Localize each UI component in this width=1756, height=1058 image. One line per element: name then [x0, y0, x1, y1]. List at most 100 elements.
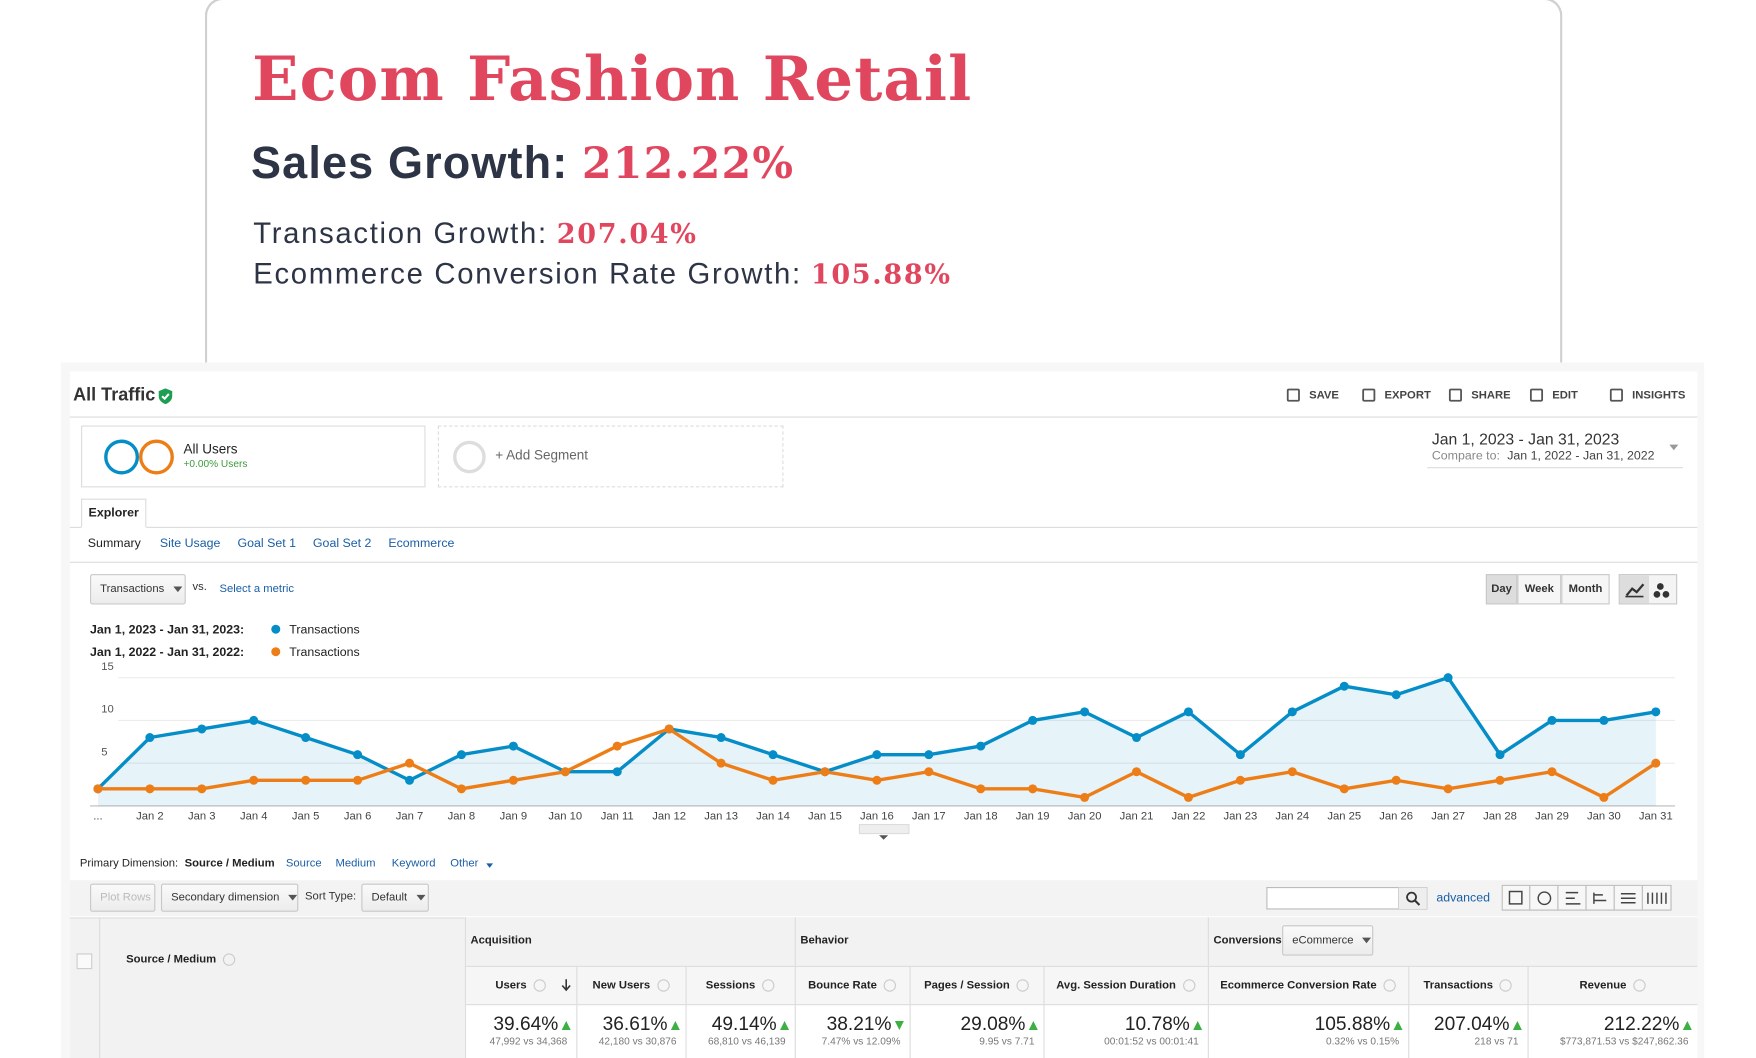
dimension-header[interactable]: Source / Medium	[126, 953, 236, 966]
data-point	[1287, 707, 1297, 717]
data-point	[1391, 775, 1401, 785]
vs: vs.	[192, 580, 207, 594]
add-segment-box[interactable]	[437, 425, 784, 488]
select-all-checkbox[interactable]	[76, 953, 93, 970]
help-icon[interactable]	[222, 953, 236, 966]
column-header[interactable]: Avg. Session Duration	[1043, 979, 1207, 992]
sort-select[interactable]: Default	[361, 883, 429, 912]
label: Users	[495, 979, 527, 992]
caret	[486, 863, 494, 868]
advanced-link[interactable]: advanced	[1436, 891, 1491, 906]
column-header[interactable]: Revenue	[1527, 979, 1697, 992]
segment-box[interactable]	[81, 425, 426, 488]
interval-button[interactable]: Day	[1485, 574, 1518, 605]
metric-select[interactable]: Transactions	[90, 574, 186, 605]
data-point	[1287, 767, 1297, 777]
search-button[interactable]	[1398, 887, 1428, 910]
chart-type-buttons[interactable]	[1618, 574, 1678, 605]
column-header[interactable]: Bounce Rate	[795, 979, 910, 992]
total-cell	[794, 1004, 910, 1058]
data-point	[716, 758, 726, 768]
sort-arrow	[561, 979, 571, 992]
label: Secondary dimension	[171, 891, 280, 904]
subtab[interactable]: Summary	[87, 536, 141, 551]
help-icon[interactable]	[656, 979, 670, 992]
dimension-label: Primary Dimension:	[79, 857, 179, 871]
x-tick-label: Jan 28	[1483, 810, 1517, 822]
help-icon[interactable]	[533, 979, 546, 992]
x-tick-label: Jan 4	[240, 810, 268, 822]
data-point	[249, 715, 259, 725]
column-header[interactable]: Pages / Session	[910, 979, 1044, 992]
help-icon[interactable]	[1499, 979, 1513, 992]
label: Bounce Rate	[808, 979, 877, 992]
total-cell	[909, 1004, 1044, 1058]
dimension-option[interactable]: Source	[285, 857, 322, 871]
subtab[interactable]: Goal Set 1	[237, 536, 297, 551]
data-point	[93, 784, 103, 794]
action-button[interactable]: SHARE	[1448, 387, 1511, 403]
interval-button[interactable]: Week	[1517, 574, 1562, 605]
select-metric[interactable]: Select a metric	[219, 583, 294, 596]
x-tick-label: Jan 2	[136, 810, 164, 822]
label: Revenue	[1579, 979, 1627, 992]
help-icon[interactable]	[1182, 979, 1196, 992]
sales-growth: Sales Growth: 212.22%	[251, 137, 794, 189]
explorer-tab[interactable]: Explorer	[81, 498, 147, 528]
total-cell	[576, 1004, 686, 1058]
data-point	[1028, 715, 1038, 725]
group-select[interactable]: eCommerce	[1282, 925, 1374, 956]
secondary-dimension[interactable]: Secondary dimension	[160, 883, 299, 912]
subtab[interactable]: Site Usage	[159, 536, 221, 551]
interval-button[interactable]: Month	[1561, 574, 1610, 605]
data-point	[612, 767, 622, 777]
y-tick-label: 5	[101, 746, 107, 758]
column-header[interactable]: Users	[465, 979, 576, 992]
caret	[879, 835, 889, 840]
add-segment[interactable]: + Add Segment	[495, 446, 589, 463]
column-cell	[1207, 965, 1409, 1005]
subtab-line	[69, 561, 1698, 563]
date-caret[interactable]	[1669, 444, 1679, 451]
action-button[interactable]: SAVE	[1285, 387, 1339, 403]
view-buttons[interactable]	[1501, 884, 1673, 912]
column-header[interactable]: New Users	[576, 979, 685, 992]
action-button[interactable]: EDIT	[1529, 387, 1578, 403]
help-icon[interactable]	[762, 979, 775, 992]
total-detail: 7.47% vs 12.09%	[821, 1035, 901, 1047]
dimension-option[interactable]: Other	[450, 857, 479, 871]
caret	[288, 894, 298, 901]
x-tick-label: Jan 11	[601, 810, 634, 822]
subtab[interactable]: Ecommerce	[388, 536, 455, 551]
dimension-active: Source / Medium	[184, 857, 275, 871]
x-tick-label: Jan 21	[1120, 810, 1154, 822]
help-icon[interactable]	[1383, 979, 1396, 992]
data-point	[820, 767, 830, 777]
data-point	[1132, 733, 1142, 743]
x-tick-label: Jan 27	[1431, 810, 1465, 822]
help-icon[interactable]	[883, 979, 897, 992]
x-tick-label: Jan 22	[1172, 810, 1206, 822]
y-tick-label: 10	[101, 704, 114, 716]
help-icon[interactable]	[1633, 979, 1646, 992]
dimension-option[interactable]: Keyword	[391, 857, 436, 871]
data-point	[872, 750, 882, 760]
data-point	[456, 750, 466, 760]
group-header: Behavior	[800, 934, 849, 947]
action-button[interactable]: EXPORT	[1361, 387, 1431, 403]
action-label: EXPORT	[1384, 388, 1431, 402]
data-point	[924, 750, 934, 760]
subtab[interactable]: Goal Set 2	[312, 536, 372, 551]
data-point	[1132, 767, 1142, 777]
column-header[interactable]: Sessions	[686, 979, 795, 992]
column-header[interactable]: Ecommerce Conversion Rate	[1208, 979, 1408, 992]
column-header[interactable]: Transactions	[1408, 979, 1527, 992]
help-icon[interactable]	[1016, 979, 1029, 992]
trend-arrow	[1682, 1020, 1692, 1030]
dimension-option[interactable]: Medium	[335, 857, 376, 871]
data-point	[1183, 792, 1193, 802]
action-button[interactable]: INSIGHTS	[1609, 387, 1685, 403]
chart-resize-handle[interactable]	[858, 823, 910, 840]
x-tick-label: Jan 15	[808, 810, 842, 822]
date-range[interactable]: Jan 1, 2023 - Jan 31, 2023	[1431, 429, 1620, 449]
